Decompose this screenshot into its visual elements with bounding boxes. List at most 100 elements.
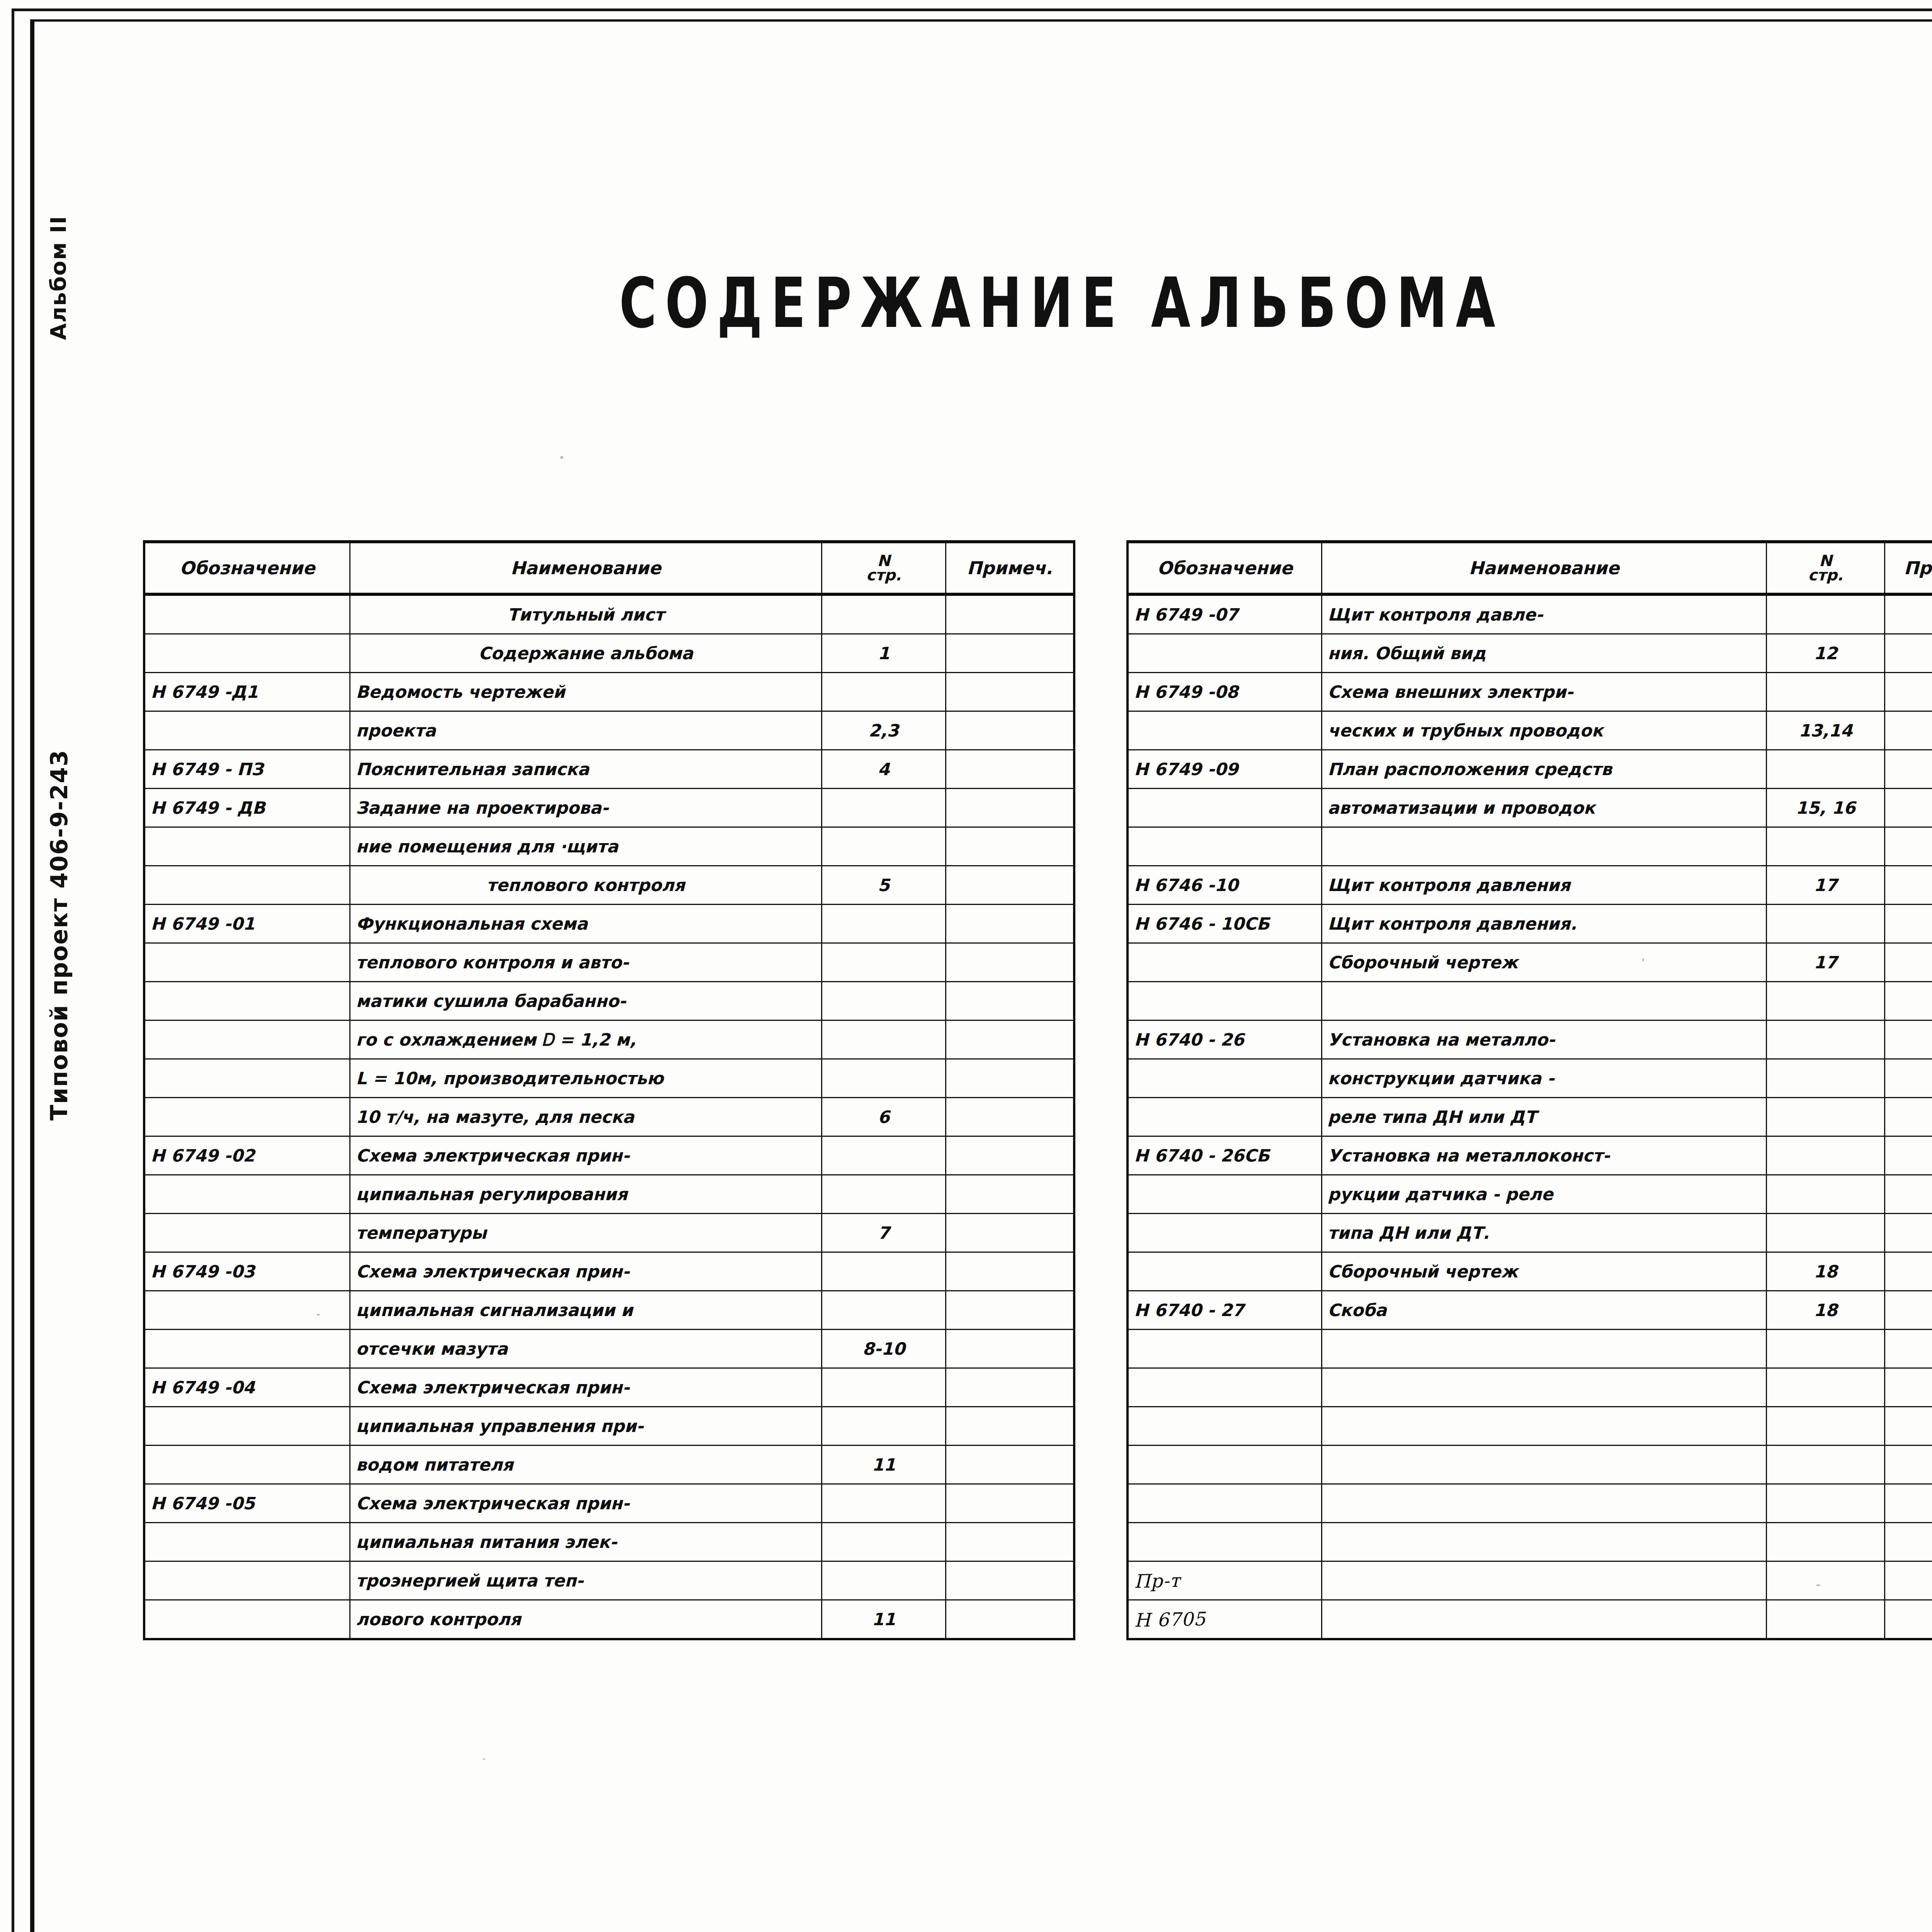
scan-speckle <box>483 1758 485 1760</box>
table-header-row: Обозначение Наименование N стр. Примеч. <box>1128 542 1932 594</box>
cell-name: ческих и трубных проводок <box>1322 711 1767 750</box>
cell-code <box>144 1175 350 1214</box>
cell-page: 17 <box>1767 943 1885 982</box>
cell-code <box>1128 1175 1322 1214</box>
cell-name: троэнергией щита теп- <box>350 1561 822 1600</box>
cell-name <box>1322 1523 1767 1561</box>
cell-page <box>1767 1098 1885 1136</box>
cell-note <box>1885 634 1932 673</box>
table-row: отсечки мазута8-10 <box>144 1330 1074 1368</box>
scan-speckle <box>1642 958 1644 961</box>
cell-name: План расположения средств <box>1322 750 1767 789</box>
cell-name: рукции датчика - реле <box>1322 1175 1767 1214</box>
cell-page: 18 <box>1767 1252 1885 1291</box>
cell-code <box>144 1446 350 1484</box>
header-page-str: стр. <box>1772 568 1879 582</box>
cell-code <box>1128 1214 1322 1252</box>
cell-page <box>1767 673 1885 711</box>
table-row: троэнергией щита теп- <box>144 1561 1074 1600</box>
table-row: го с охлаждением Ꭰ = 1,2 м, <box>144 1020 1074 1059</box>
cell-page <box>1767 594 1885 634</box>
cell-note <box>1885 827 1932 866</box>
cell-note <box>1885 1175 1932 1214</box>
cell-name <box>1322 1407 1767 1446</box>
cell-note <box>1885 1330 1932 1368</box>
cell-note <box>946 1136 1075 1175</box>
cell-name: ципиальная управления при- <box>350 1407 822 1446</box>
table-row: ципиальная регулирования <box>144 1175 1074 1214</box>
scan-speckle <box>317 1314 320 1316</box>
cell-name: Ведомость чертежей <box>350 673 822 711</box>
cell-code <box>144 1098 350 1136</box>
cell-name: Титульный лист <box>350 594 822 634</box>
table-row: Н 6749 -09План расположения средств· <box>1128 750 1932 789</box>
contents-table-left-body: Титульный листСодержание альбома1 Н 6749 … <box>144 594 1074 1639</box>
cell-name <box>1322 1330 1767 1368</box>
table-row: ния. Общий вид12 <box>1128 634 1932 673</box>
cell-note <box>1885 789 1932 827</box>
table-row: Н 6746 - 10СБЩит контроля давления. <box>1128 905 1932 943</box>
cell-page <box>1767 827 1885 866</box>
cell-page <box>822 1484 946 1523</box>
document-page: Альбом II Типовой проект 406-9-243 СОДЕР… <box>0 0 1932 1932</box>
cell-note <box>946 1600 1075 1639</box>
table-row: Сборочный чертеж18 <box>1128 1252 1932 1291</box>
cell-note <box>946 905 1075 943</box>
cell-note <box>946 943 1075 982</box>
cell-name: Схема внешних электри- <box>1322 673 1767 711</box>
cell-code: Н 6749 - ДВ <box>144 789 350 827</box>
cell-page <box>1767 1059 1885 1098</box>
cell-note <box>946 1214 1075 1252</box>
contents-table-right: Обозначение Наименование N стр. Примеч. … <box>1126 540 1932 1640</box>
page-title: СОДЕРЖАНИЕ АЛЬБОМА <box>0 263 1932 343</box>
handwritten-note: Пр-т <box>1134 1569 1180 1592</box>
cell-name <box>1322 1484 1767 1523</box>
cell-note <box>1885 711 1932 750</box>
cell-name: ципиальная питания элек- <box>350 1523 822 1561</box>
cell-name: матики сушила барабанно- <box>350 982 822 1020</box>
cell-name: L = 10м, производительностью <box>350 1059 822 1098</box>
cell-note <box>1885 1600 1932 1639</box>
cell-name: теплового контроля <box>350 866 822 905</box>
cell-name <box>1322 1561 1767 1600</box>
cell-name: ние помещения для ·щита <box>350 827 822 866</box>
table-header-row: Обозначение Наименование N стр. Примеч. <box>144 542 1074 594</box>
table-row: Содержание альбома1 <box>144 634 1074 673</box>
table-row: теплового контроля и авто- <box>144 943 1074 982</box>
table-row: Н 6749 -02Схема электрическая прин- <box>144 1136 1074 1175</box>
cell-name: Сборочный чертеж <box>1322 1252 1767 1291</box>
cell-code: Н 6749 -09 <box>1128 750 1322 789</box>
cell-code: Н 6749 - ПЗ <box>144 750 350 789</box>
cell-name: отсечки мазута <box>350 1330 822 1368</box>
contents-table-left: Обозначение Наименование N стр. Примеч. … <box>143 540 1075 1640</box>
cell-page <box>1767 1523 1885 1561</box>
cell-note <box>946 789 1075 827</box>
cell-name: конструкции датчика - <box>1322 1059 1767 1098</box>
cell-page: 17 <box>1767 866 1885 905</box>
cell-note <box>946 1368 1075 1407</box>
table-row: автоматизации и проводок15, 16 <box>1128 789 1932 827</box>
cell-code: Н 6740 - 27 <box>1128 1291 1322 1330</box>
cell-note <box>946 1484 1075 1523</box>
cell-code <box>144 1020 350 1059</box>
cell-note <box>1885 1059 1932 1098</box>
table-row: Н 6749 -08Схема внешних электри- <box>1128 673 1932 711</box>
cell-name: проекта <box>350 711 822 750</box>
header-code: Обозначение <box>1128 542 1322 594</box>
cell-note <box>1885 905 1932 943</box>
cell-code <box>144 634 350 673</box>
cell-name <box>1322 827 1767 866</box>
cell-code: Н 6749 -05 <box>144 1484 350 1523</box>
cell-code <box>1128 1446 1322 1484</box>
header-code: Обозначение <box>144 542 350 594</box>
cell-page: 18 <box>1767 1291 1885 1330</box>
table-row: ципиальная управления при- <box>144 1407 1074 1446</box>
table-row <box>1128 1330 1932 1368</box>
cell-page: 4 <box>822 750 946 789</box>
cell-name: температуры <box>350 1214 822 1252</box>
cell-code: Н 6749 -03 <box>144 1252 350 1291</box>
cell-code <box>1128 711 1322 750</box>
cell-page <box>1767 1407 1885 1446</box>
cell-note <box>946 866 1075 905</box>
cell-name: реле типа ДН или ДТ <box>1322 1098 1767 1136</box>
